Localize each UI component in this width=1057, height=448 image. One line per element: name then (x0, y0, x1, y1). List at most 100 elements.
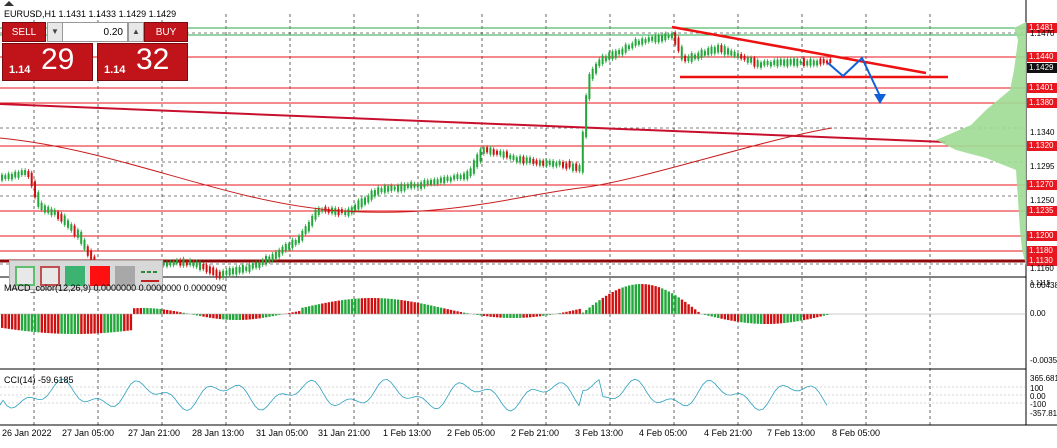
candle-body (284, 243, 287, 252)
candle-body (750, 57, 753, 63)
rect-fill-red-icon[interactable] (90, 266, 110, 286)
macd-bar (7, 314, 10, 329)
buy-price-box[interactable]: 1.14 32 (97, 43, 188, 81)
macd-bar (106, 314, 109, 333)
time-axis-label: 3 Feb 13:00 (575, 428, 624, 438)
macd-bar (360, 298, 364, 314)
candle-body (733, 51, 736, 57)
time-axis-label: 1 Feb 13:00 (383, 428, 432, 438)
collapse-arrow-icon[interactable] (4, 1, 14, 6)
candle-body (298, 235, 300, 244)
macd-bar (611, 291, 614, 314)
macd-bar (40, 314, 43, 333)
candle-body (86, 246, 89, 256)
candle-body (251, 263, 254, 269)
macd-bar (261, 314, 265, 318)
macd-bar (298, 311, 301, 314)
candle-body (799, 60, 802, 64)
candle-body (674, 32, 677, 45)
candle-body (476, 154, 479, 168)
one-click-trading-panel: SELL ▼ ▲ BUY 1.14 29 1.14 32 (2, 22, 188, 81)
rect-outline-red-icon[interactable] (40, 266, 60, 286)
candle-body (47, 206, 50, 213)
candle-body (489, 147, 492, 155)
macd-bar (713, 314, 717, 318)
macd-bar (598, 300, 601, 314)
macd-bar (172, 310, 175, 314)
sell-price-box[interactable]: 1.14 29 (2, 43, 93, 81)
time-axis-label: 4 Feb 05:00 (639, 428, 688, 438)
macd-bar (149, 308, 152, 314)
macd-bar (809, 314, 812, 319)
candle-body (542, 160, 545, 166)
macd-bar (634, 284, 637, 314)
candle-body (621, 48, 624, 55)
candle-body (34, 181, 36, 198)
lot-increase-button[interactable]: ▲ (128, 22, 144, 42)
macd-bar (255, 314, 258, 319)
candle-body (390, 185, 393, 191)
macd-bar (225, 314, 228, 320)
candle-body (162, 262, 165, 266)
rect-fill-gray-icon[interactable] (115, 266, 135, 286)
macd-bar (232, 314, 235, 320)
sell-button[interactable]: SELL (2, 22, 46, 42)
candle-body (565, 163, 568, 169)
macd-bar (248, 314, 251, 320)
macd-bar (377, 298, 380, 314)
macd-bar (505, 314, 509, 318)
candle-body (413, 183, 416, 188)
macd-bar (496, 314, 499, 318)
macd-bar (443, 308, 446, 314)
candle-body (499, 150, 502, 156)
candle-body (232, 268, 234, 275)
macd-bar (20, 314, 24, 331)
candle-body (558, 161, 561, 166)
macd-bar (641, 284, 644, 314)
macd-bar (169, 310, 172, 314)
macd-bar (129, 314, 133, 331)
macd-bar (347, 299, 350, 314)
macd-bar (529, 314, 532, 318)
candle-body (449, 177, 452, 182)
candle-body (245, 266, 248, 271)
price-tag: 1.1380 (1027, 98, 1057, 108)
candle-body (637, 40, 640, 45)
macd-bar (354, 298, 357, 314)
candle-body (826, 60, 828, 64)
candle-body (496, 150, 498, 155)
candle-body (63, 215, 66, 225)
line-tool-icon[interactable] (140, 266, 160, 286)
candle-body (793, 58, 795, 66)
rect-fill-green-icon[interactable] (65, 266, 85, 286)
macd-bar (116, 314, 119, 332)
candle-body (14, 171, 17, 178)
macd-bar (119, 314, 123, 332)
candle-body (205, 264, 208, 272)
macd-bar (76, 314, 80, 334)
moving-average-line (0, 127, 833, 213)
lot-decrease-button[interactable]: ▼ (47, 22, 63, 42)
candle-body (175, 259, 178, 264)
macd-bar (288, 312, 291, 314)
macd-bar (753, 314, 756, 324)
candle-body (743, 55, 746, 60)
macd-bar (492, 314, 496, 318)
macd-bar (142, 308, 146, 314)
sell-price-main: 29 (41, 43, 75, 76)
macd-bar (677, 297, 680, 314)
macd-bar (631, 284, 634, 314)
macd-bar (265, 314, 268, 318)
lot-size-input[interactable] (62, 22, 128, 42)
buy-button[interactable]: BUY (144, 22, 188, 42)
macd-bar (723, 314, 727, 320)
candle-body (307, 222, 310, 232)
candle-body (291, 239, 294, 249)
price-tag: 1.1200 (1027, 231, 1057, 241)
macd-bar (783, 314, 786, 324)
rect-outline-green-icon[interactable] (15, 266, 35, 286)
macd-bar (67, 314, 70, 334)
time-axis-label: 27 Jan 21:00 (128, 428, 181, 438)
macd-bar (806, 314, 809, 320)
